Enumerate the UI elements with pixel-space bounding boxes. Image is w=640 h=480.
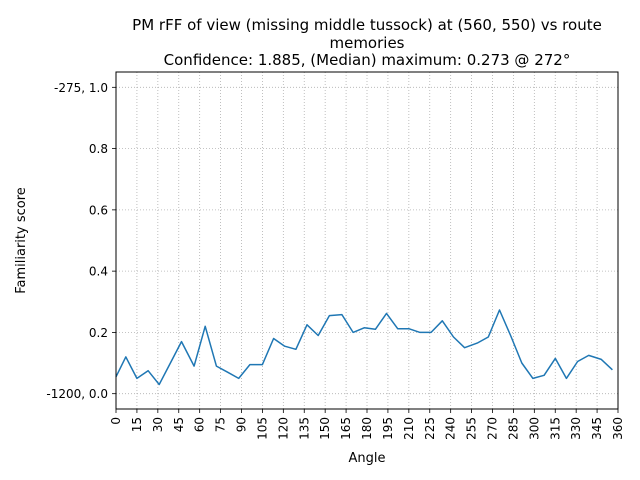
grid-lines [115, 72, 619, 409]
x-tick-label: 300 [527, 417, 541, 440]
y-tick-label: -275, 1.0 [54, 81, 108, 95]
chart-title-line-3: Confidence: 1.885, (Median) maximum: 0.2… [163, 51, 571, 69]
y-tick-label: 0.2 [89, 326, 108, 340]
x-axis-label: Angle [349, 451, 386, 466]
y-tick-label: -1200, 0.0 [46, 387, 108, 401]
chart-title-line-2: memories [329, 34, 405, 52]
x-tick-label: 0 [109, 417, 123, 425]
y-tick-label: 0.4 [89, 265, 108, 279]
y-axis-ticks: -1200, 0.0 0.2 0.4 0.6 0.8 -275, 1.0 [46, 81, 116, 401]
y-tick-label: 0.6 [89, 203, 108, 217]
x-tick-label: 15 [130, 417, 144, 432]
x-tick-label: 315 [548, 417, 562, 440]
y-axis-label: Familiarity score [14, 187, 29, 294]
chart-title-line-1: PM rFF of view (missing middle tussock) … [132, 16, 602, 34]
x-tick-label: 270 [486, 417, 500, 440]
x-tick-label: 90 [235, 417, 249, 432]
x-tick-label: 75 [214, 417, 228, 432]
x-tick-label: 30 [151, 417, 165, 432]
x-tick-label: 240 [444, 417, 458, 440]
x-tick-label: 105 [255, 417, 269, 440]
x-tick-label: 180 [360, 417, 374, 440]
x-tick-label: 60 [193, 417, 207, 432]
x-tick-label: 345 [590, 417, 604, 440]
series-line [115, 309, 613, 386]
x-tick-label: 360 [611, 417, 625, 440]
x-tick-label: 255 [465, 417, 479, 440]
x-axis-ticks: 0 15 30 45 60 75 90 105 120 135 150 165 180 195 210 225… [109, 409, 625, 440]
x-tick-label: 225 [423, 417, 437, 440]
x-tick-label: 195 [381, 417, 395, 440]
x-tick-label: 165 [339, 417, 353, 440]
x-tick-label: 285 [506, 417, 520, 440]
x-tick-label: 330 [569, 417, 583, 440]
y-tick-label: 0.8 [89, 142, 108, 156]
x-tick-label: 120 [276, 417, 290, 440]
x-tick-label: 135 [297, 417, 311, 440]
x-tick-label: 45 [172, 417, 186, 432]
x-tick-label: 210 [402, 417, 416, 440]
x-tick-label: 150 [318, 417, 332, 440]
